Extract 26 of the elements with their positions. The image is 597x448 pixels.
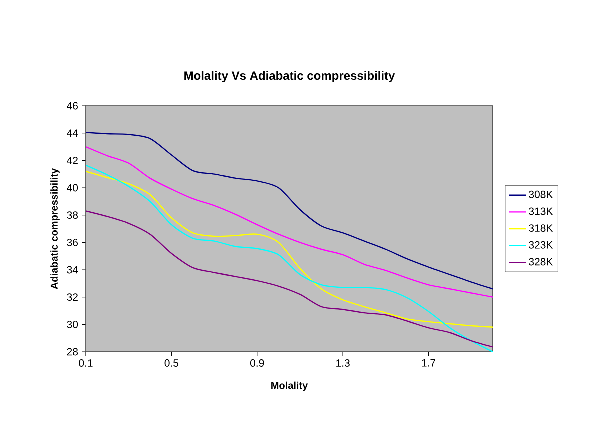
x-tick-label: 0.5 [164, 360, 179, 367]
y-tick-label: 38 [67, 212, 78, 220]
line-series [86, 164, 494, 352]
legend-label: 323K [529, 241, 554, 249]
line-series [86, 171, 494, 328]
legend-label: 318K [529, 224, 554, 232]
legend-label: 308K [529, 190, 554, 198]
legend-label: 328K [529, 258, 554, 266]
y-tick-label: 32 [67, 294, 78, 302]
y-tick-label: 42 [67, 157, 78, 164]
y-tick-label: 44 [67, 130, 78, 137]
legend-label: 313K [529, 208, 554, 216]
line-series [86, 210, 494, 348]
y-tick-label: 30 [67, 320, 78, 328]
y-tick-label: 40 [67, 184, 78, 192]
x-tick-label: 1.3 [336, 360, 350, 367]
x-tick-label: 0.1 [79, 360, 93, 367]
chart-title: Molality Vs Adiabatic compressibility [184, 71, 396, 82]
x-tick-label: 1.7 [422, 360, 436, 367]
y-tick-label: 34 [67, 266, 78, 274]
y-axis-title: Adiabatic compressibility [50, 168, 60, 290]
y-tick-label: 28 [67, 348, 78, 356]
y-tick-label: 46 [67, 102, 78, 110]
x-axis-title: Molality [272, 382, 308, 392]
x-tick-label: 0.9 [250, 360, 264, 367]
y-tick-label: 36 [67, 238, 78, 246]
